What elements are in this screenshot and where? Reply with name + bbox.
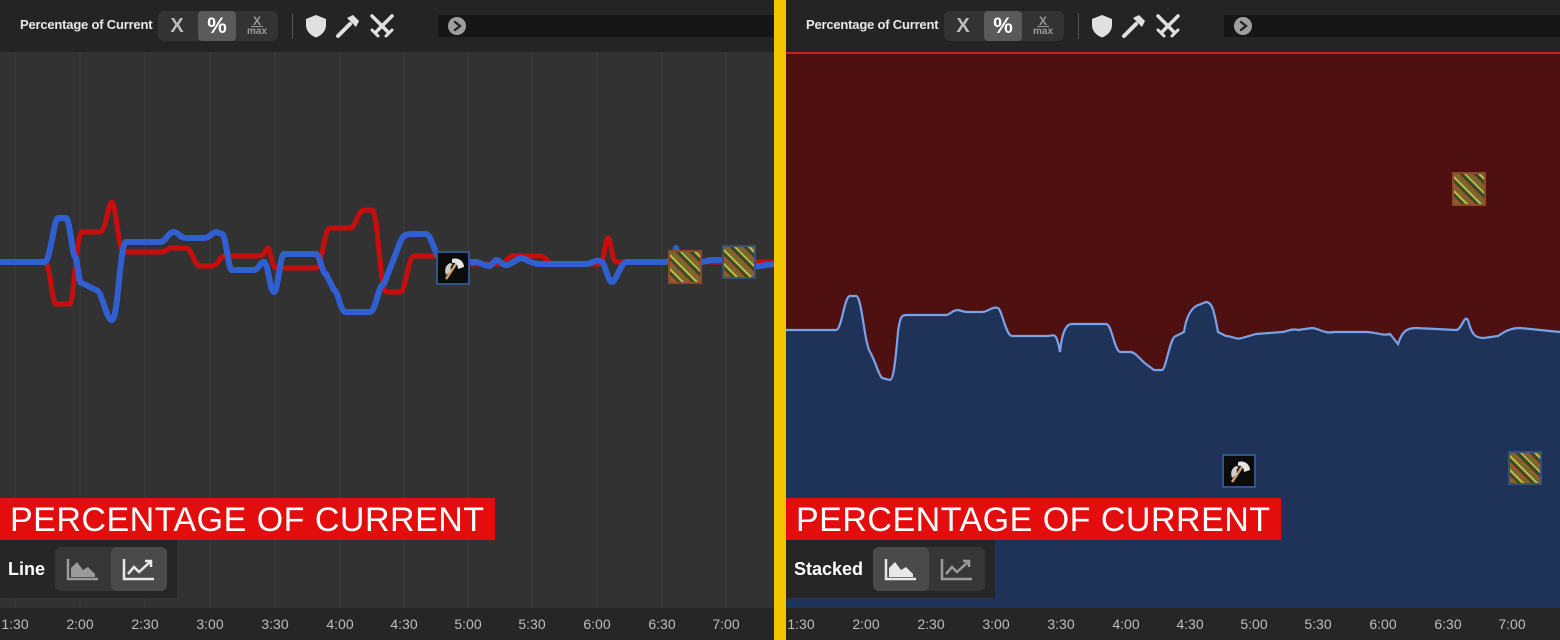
time-tick: 6:00	[1369, 616, 1397, 632]
shield-icon[interactable]	[302, 12, 330, 40]
absolute-mode-label: X	[956, 14, 970, 37]
fraction-denominator: max	[246, 25, 267, 37]
panel-divider	[774, 0, 786, 640]
time-tick: 5:30	[518, 616, 546, 632]
rune-icon[interactable]	[1508, 451, 1542, 485]
area-chart-icon	[66, 559, 99, 581]
time-tick: 6:30	[648, 616, 676, 632]
time-tick: 2:00	[852, 616, 880, 632]
percent-mode-button[interactable]: %	[984, 11, 1022, 41]
timeline-scrubber[interactable]	[1224, 15, 1560, 37]
time-tick: 2:00	[66, 616, 94, 632]
chart-mode-bar: Stacked	[786, 540, 996, 598]
line-chart	[0, 52, 774, 608]
time-tick: 2:30	[917, 616, 945, 632]
time-tick: 3:30	[1047, 616, 1075, 632]
time-tick: 5:00	[1240, 616, 1268, 632]
time-tick: 6:00	[583, 616, 611, 632]
hammer-icon[interactable]	[1120, 12, 1148, 40]
view-banner: PERCENTAGE OF CURRENT	[786, 498, 1281, 540]
time-tick: 5:30	[1304, 616, 1332, 632]
time-axis: 1:30 2:00 2:30 3:00 3:30 4:00 4:30 5:00 …	[0, 608, 774, 640]
time-tick: 4:30	[390, 616, 418, 632]
play-icon[interactable]	[1234, 17, 1252, 35]
view-banner: PERCENTAGE OF CURRENT	[0, 498, 495, 540]
chart-mode-toggle	[55, 547, 168, 591]
fraction-numerator: X	[1036, 13, 1049, 28]
stacked-mode-button[interactable]	[55, 547, 111, 591]
blue-series-line	[0, 215, 774, 323]
time-tick: 3:30	[261, 616, 289, 632]
crossed-swords-icon[interactable]	[1154, 12, 1182, 40]
line-mode-button[interactable]	[111, 547, 168, 591]
blue-boundary-line	[786, 294, 1560, 382]
view-title: Percentage of Current	[20, 17, 153, 32]
time-tick: 5:00	[454, 616, 482, 632]
time-tick: 6:30	[1434, 616, 1462, 632]
time-tick: 4:00	[1112, 616, 1140, 632]
rune-icon[interactable]	[1452, 172, 1486, 206]
line-mode-button[interactable]	[929, 547, 985, 591]
chart-mode-toggle	[873, 547, 986, 591]
toolbar-divider	[292, 13, 293, 39]
absolute-mode-label: X	[170, 14, 184, 37]
crossed-swords-icon[interactable]	[368, 12, 396, 40]
shield-icon[interactable]	[1088, 12, 1116, 40]
percent-mode-label: %	[207, 13, 227, 38]
chart-mode-label: Line	[8, 558, 46, 579]
toolbar-divider	[1078, 13, 1079, 39]
fraction-denominator: max	[1032, 25, 1053, 37]
play-icon[interactable]	[448, 17, 466, 35]
percent-mode-label: %	[993, 13, 1013, 38]
chart-mode-bar: Line	[0, 540, 178, 598]
time-tick: 7:00	[712, 616, 740, 632]
time-axis: 1:30 2:00 2:30 3:00 3:30 4:00 4:30 5:00 …	[786, 608, 1560, 640]
absolute-mode-button[interactable]: X	[944, 11, 982, 41]
stacked-mode-button[interactable]	[873, 547, 930, 591]
time-tick: 1:30	[787, 616, 815, 632]
time-tick: 1:30	[1, 616, 29, 632]
time-tick: 2:30	[131, 616, 159, 632]
time-tick: 3:00	[196, 616, 224, 632]
time-tick: 7:00	[1498, 616, 1526, 632]
time-tick: 4:00	[326, 616, 354, 632]
time-tick: 3:00	[982, 616, 1010, 632]
line-chart-icon	[122, 559, 155, 581]
absolute-mode-button[interactable]: X	[158, 11, 196, 41]
area-chart-icon	[884, 559, 917, 581]
axe-icon[interactable]	[436, 251, 470, 285]
axe-icon[interactable]	[1222, 454, 1256, 488]
view-title: Percentage of Current	[806, 17, 939, 32]
time-tick: 4:30	[1176, 616, 1204, 632]
rune-icon[interactable]	[668, 250, 702, 284]
percent-mode-button[interactable]: %	[198, 11, 236, 41]
fraction-numerator: X	[250, 13, 263, 28]
hammer-icon[interactable]	[334, 12, 362, 40]
chart-mode-label: Stacked	[794, 558, 864, 579]
line-chart-area	[0, 52, 774, 608]
timeline-scrubber[interactable]	[438, 15, 774, 37]
line-chart-icon	[940, 559, 973, 581]
rune-icon[interactable]	[722, 245, 756, 279]
